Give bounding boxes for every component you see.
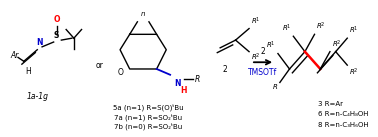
Text: H: H (25, 67, 31, 76)
Text: R$^1$: R$^1$ (349, 25, 359, 36)
Text: TMSOTf: TMSOTf (248, 68, 278, 77)
Text: 7b (n=0) R=SO₂ᵗBu: 7b (n=0) R=SO₂ᵗBu (114, 123, 182, 130)
Text: 6 R=n-C₄H₈OH: 6 R=n-C₄H₈OH (318, 111, 369, 117)
Text: 2: 2 (261, 47, 265, 56)
Text: 1a-1g: 1a-1g (26, 92, 48, 101)
Text: R$^2$: R$^2$ (251, 52, 260, 63)
Text: N: N (36, 38, 42, 47)
Text: O: O (117, 68, 123, 77)
Text: 7a (n=1) R=SO₂ᵗBu: 7a (n=1) R=SO₂ᵗBu (114, 113, 182, 121)
Text: R$^1$: R$^1$ (282, 23, 291, 34)
Text: or: or (96, 61, 104, 70)
Text: H: H (180, 86, 186, 95)
Text: R$^2$: R$^2$ (316, 21, 326, 32)
Text: 5a (n=1) R=S(O)ᵗBu: 5a (n=1) R=S(O)ᵗBu (113, 104, 183, 111)
Text: R$^2$: R$^2$ (349, 67, 359, 78)
Text: R$^1$: R$^1$ (251, 15, 260, 27)
Text: N: N (174, 79, 180, 88)
Text: R$^1$: R$^1$ (266, 39, 276, 51)
Text: R: R (195, 75, 200, 84)
Text: 8 R=n-C₃H₆OH: 8 R=n-C₃H₆OH (318, 122, 369, 128)
Text: R: R (273, 84, 278, 90)
Text: O: O (53, 15, 60, 24)
Text: 2: 2 (223, 65, 228, 74)
Text: S: S (54, 31, 59, 40)
Text: 3 R=Ar: 3 R=Ar (318, 101, 343, 107)
Text: Ar: Ar (10, 51, 19, 60)
Text: R$^2$: R$^2$ (332, 38, 341, 50)
Text: n: n (141, 11, 146, 17)
